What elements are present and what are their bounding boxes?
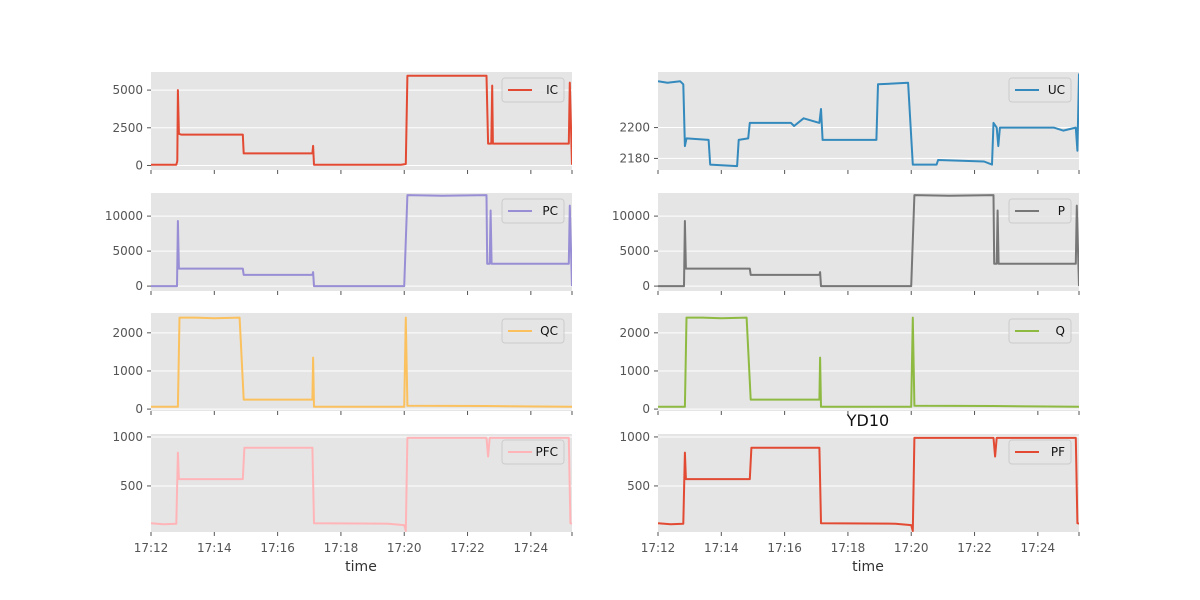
panel-pf-y-tick-label: 1000 [619,430,650,444]
panel-q: 0 1000 2000 Q [619,313,1080,416]
panel-p: 0 5000 10000 P [612,193,1080,295]
panel-uc-series-line [658,73,1079,168]
panel-uc-y-tick-label: 2180 [619,151,650,165]
panel-pfc-x-tick-label: 17:12 [134,541,169,555]
panel-pfc-legend-label: PFC [535,445,558,459]
panel-ic-y-tick-label: 2500 [112,121,143,135]
panel-uc: 2180 2200 UC [619,72,1080,174]
panel-pf-series-line [658,436,1079,532]
panel-p-series-line [658,194,1079,288]
panel-p-y-tick-label: 10000 [612,209,650,223]
panel-pfc-x-tick-label: 17:20 [387,541,422,555]
panel-pfc-legend [501,439,565,465]
panel-ic-legend-label: IC [546,83,558,97]
panel-qc-series-line [151,316,572,408]
panel-qc-y-tick-label: 1000 [112,364,143,378]
panel-pf-y-tick-label: 500 [627,479,650,493]
panel-pc-legend-label: PC [542,204,558,218]
panel-uc-legend [1008,77,1072,103]
panel-pc-y-tick-label: 5000 [112,244,143,258]
panel-pfc-x-tick-label: 17:16 [260,541,295,555]
panel-qc-legend-label: QC [540,324,558,338]
panel-p-legend-label: P [1058,204,1065,218]
panel-pfc-y-tick-label: 1000 [112,430,143,444]
x-axis-label-left: time [345,559,377,575]
panel-pfc-x-tick-label: 17:14 [197,541,232,555]
panel-qc-legend [501,318,565,344]
panel-q-y-tick-label: 0 [642,402,650,416]
panel-pc-series-line [151,194,572,288]
panel-pf: 500 1000 17:12 17:14 17:16 17:18 17:20 17:22 17:… [619,430,1080,555]
panel-ic-series-line [151,74,572,166]
panel-q-y-tick-label: 2000 [619,326,650,340]
panel-pfc-series-line [151,436,572,532]
panel-pf-x-tick-label: 17:12 [641,541,676,555]
panel-qc: 0 1000 2000 QC [112,313,573,416]
panel-pf-x-tick-label: 17:22 [957,541,992,555]
x-axis-label-right: time [852,559,884,575]
panel-q-legend [1008,318,1072,344]
panel-pf-x-tick-label: 17:18 [831,541,866,555]
panel-pc-legend [501,198,565,224]
panel-pfc-x-tick-label: 17:18 [324,541,359,555]
figure-title: YD10 [846,411,889,430]
panel-p-y-tick-label: 5000 [619,244,650,258]
panel-pc: 0 5000 10000 PC [105,193,573,295]
panel-ic: 0 2500 5000 IC [112,72,573,174]
panel-pf-legend-label: PF [1051,445,1065,459]
panel-qc-y-tick-label: 0 [135,402,143,416]
panel-pf-legend [1008,439,1072,465]
panel-qc-y-tick-label: 2000 [112,326,143,340]
panel-pfc-x-tick-label: 17:24 [514,541,549,555]
panel-q-y-tick-label: 1000 [619,364,650,378]
panel-pf-x-tick-label: 17:20 [894,541,929,555]
panel-ic-y-tick-label: 5000 [112,83,143,97]
panel-uc-y-tick-label: 2200 [619,121,650,135]
panel-ic-legend [501,77,565,103]
panel-pc-y-tick-label: 10000 [105,209,143,223]
panel-pc-y-tick-label: 0 [135,279,143,293]
panel-pf-x-tick-label: 17:24 [1021,541,1056,555]
panel-pf-x-tick-label: 17:14 [704,541,739,555]
panel-p-legend [1008,198,1072,224]
panel-pfc-y-tick-label: 500 [120,479,143,493]
panel-p-y-tick-label: 0 [642,279,650,293]
panel-pfc-x-tick-label: 17:22 [450,541,485,555]
panel-uc-legend-label: UC [1048,83,1065,97]
panel-ic-y-tick-label: 0 [135,158,143,172]
panel-q-legend-label: Q [1056,324,1065,338]
panel-q-series-line [658,316,1079,408]
panel-pf-x-tick-label: 17:16 [767,541,802,555]
panel-pfc: 500 1000 17:12 17:14 17:16 17:18 17:20 17:22 17:… [112,430,573,555]
